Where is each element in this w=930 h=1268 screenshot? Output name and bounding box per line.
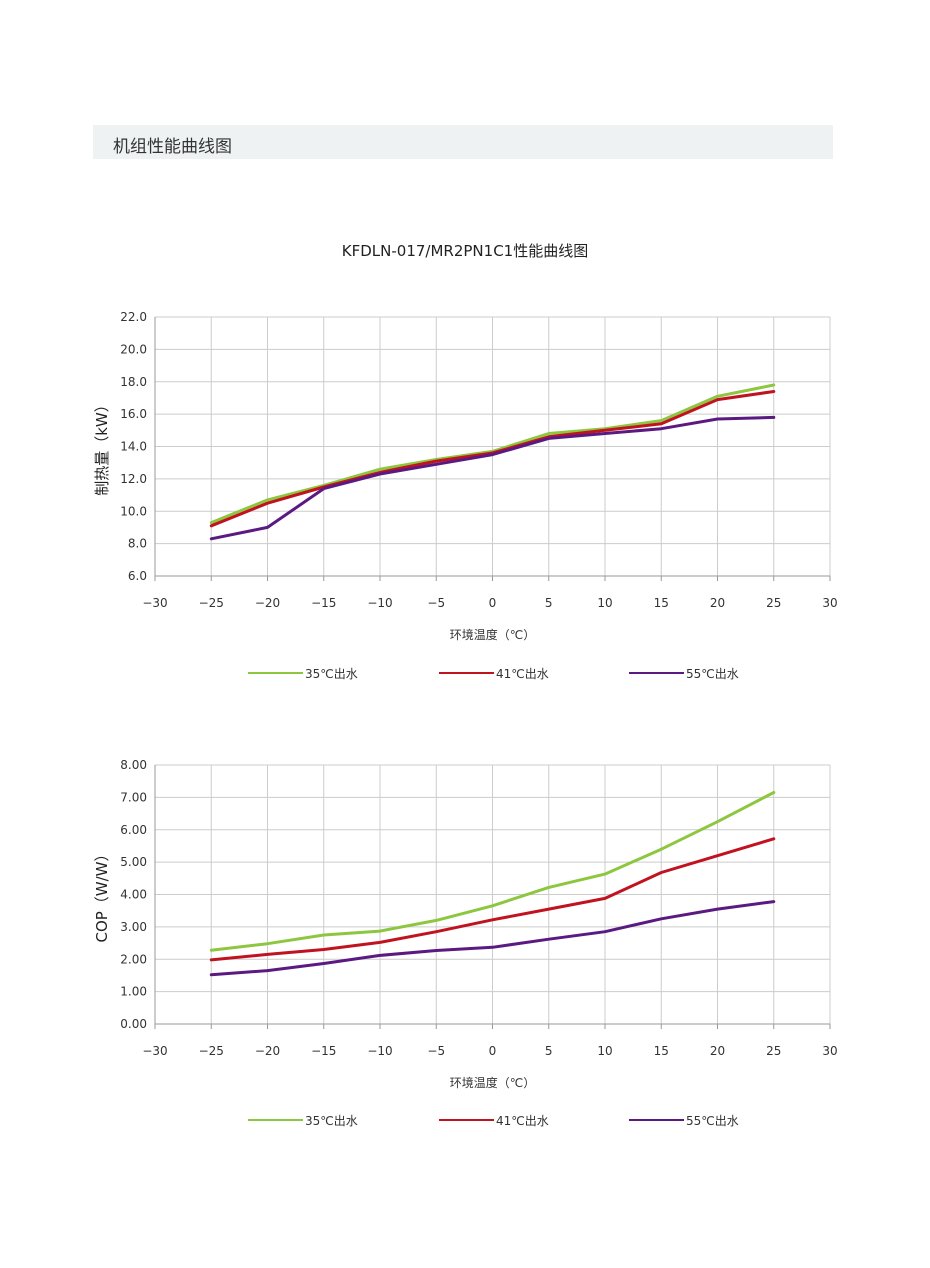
cop-x-tick-label: 25 (766, 1044, 781, 1058)
heating-series-55c-line (209, 415, 776, 541)
heating-y-tick-label: 20.0 (120, 342, 147, 356)
cop-x-tick-label: 30 (822, 1044, 837, 1058)
cop-x-tick-label: 10 (597, 1044, 612, 1058)
section-title: 机组性能曲线图 (113, 137, 232, 157)
heating-series-41c-line (209, 390, 776, 528)
legend-swatch (629, 1119, 684, 1121)
heating-x-tick-label: −15 (311, 596, 336, 610)
heating-series-35c-line (209, 383, 776, 525)
legend-swatch (439, 672, 494, 674)
heating-x-tick-label: −20 (255, 596, 280, 610)
chart-title: KFDLN-017/MR2PN1C1性能曲线图 (341, 242, 589, 260)
cop-y-tick-label: 7.00 (120, 790, 147, 804)
cop-x-tick-label: 20 (710, 1044, 725, 1058)
section-header: 机组性能曲线图 (93, 125, 833, 159)
legend-label: 41℃出水 (496, 667, 549, 681)
heating-x-tick-label: −10 (367, 596, 392, 610)
heating-y-tick-label: 8.0 (128, 537, 147, 551)
cop-chart: −30 −25 −20 −15 −10 −5 0 5 10 15 20 25 30 0.00 1.00 2.0… (93, 758, 838, 1090)
heating-y-tick-label: 22.0 (120, 310, 147, 324)
cop-x-tick-label: −25 (199, 1044, 224, 1058)
cop-y-tick-label: 5.00 (120, 855, 147, 869)
cop-series-41c-line (209, 837, 776, 962)
legend-swatch (248, 672, 303, 674)
cop-x-tick-label: 5 (545, 1044, 553, 1058)
heating-y-tick-label: 12.0 (120, 472, 147, 486)
legend-label: 41℃出水 (496, 1114, 549, 1128)
cop-series-55c-line (209, 900, 776, 977)
legend-swatch (629, 672, 684, 674)
heating-x-tick-label: −5 (427, 596, 445, 610)
heating-y-tick-label: 18.0 (120, 375, 147, 389)
cop-y-tick-label: 8.00 (120, 758, 147, 772)
heating-x-tick-label: 0 (489, 596, 497, 610)
heating-x-tick-label: 5 (545, 596, 553, 610)
cop-x-tick-label: 0 (489, 1044, 497, 1058)
cop-y-tick-label: 2.00 (120, 952, 147, 966)
legend-label: 55℃出水 (686, 667, 739, 681)
cop-legend: 35℃出水 41℃出水 55℃出水 (0, 1110, 930, 1130)
heating-x-tick-label: 30 (822, 596, 837, 610)
legend-label: 35℃出水 (305, 667, 358, 681)
legend-label: 55℃出水 (686, 1114, 739, 1128)
cop-series-35c-line (209, 791, 776, 952)
cop-x-axis-label: 环境温度（℃） (450, 1075, 535, 1090)
heating-y-tick-label: 14.0 (120, 440, 147, 454)
legend-swatch (439, 1119, 494, 1121)
heating-x-tick-label: −30 (142, 596, 167, 610)
heating-x-tick-label: −25 (199, 596, 224, 610)
heating-y-axis-label: 制热量（kW） (93, 397, 111, 496)
cop-x-tick-label: −10 (367, 1044, 392, 1058)
heating-x-tick-label: 10 (597, 596, 612, 610)
cop-y-tick-label: 6.00 (120, 823, 147, 837)
cop-x-tick-label: −15 (311, 1044, 336, 1058)
cop-y-tick-label: 4.00 (120, 888, 147, 902)
cop-x-tick-label: −20 (255, 1044, 280, 1058)
heating-y-tick-label: 6.0 (128, 569, 147, 583)
cop-y-axis-label: COP（W/W） (93, 846, 111, 942)
heating-x-tick-label: 15 (654, 596, 669, 610)
heating-capacity-chart: −30 −25 −20 −15 −10 −5 0 5 10 15 20 25 30 6.0 8.0 10.0 1… (93, 310, 838, 642)
heating-x-axis-label: 环境温度（℃） (450, 627, 535, 642)
cop-y-tick-label: 3.00 (120, 920, 147, 934)
legend-swatch (248, 1119, 303, 1121)
heating-y-tick-label: 10.0 (120, 504, 147, 518)
legend-label: 35℃出水 (305, 1114, 358, 1128)
heating-capacity-legend: 35℃出水 41℃出水 55℃出水 (0, 663, 930, 683)
heating-y-tick-label: 16.0 (120, 407, 147, 421)
heating-x-tick-label: 25 (766, 596, 781, 610)
cop-y-tick-label: 1.00 (120, 985, 147, 999)
cop-x-tick-label: −5 (427, 1044, 445, 1058)
cop-x-tick-label: 15 (654, 1044, 669, 1058)
cop-y-tick-label: 0.00 (120, 1017, 147, 1031)
heating-x-tick-label: 20 (710, 596, 725, 610)
cop-x-tick-label: −30 (142, 1044, 167, 1058)
